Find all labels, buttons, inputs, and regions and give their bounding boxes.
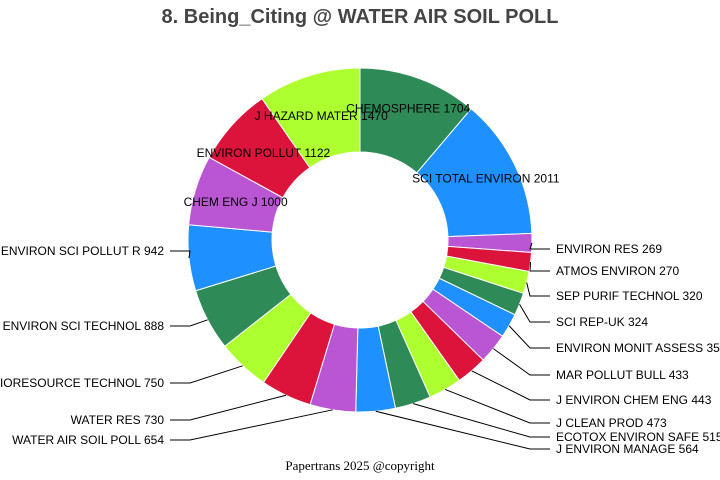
leader-line: [170, 250, 191, 259]
leader-line: [471, 370, 550, 401]
slice-label: J CLEAN PROD 473: [556, 416, 667, 430]
leader-line: [170, 365, 243, 384]
leader-line: [170, 394, 287, 421]
leader-line: [493, 348, 550, 376]
slice-label: ENVIRON MONIT ASSESS 350: [556, 341, 720, 355]
slice-label: ENVIRON SCI TECHNOL 888: [3, 319, 165, 333]
slice-label: SCI TOTAL ENVIRON 2011: [412, 172, 560, 186]
leader-line: [519, 303, 550, 323]
slice-label: MAR POLLUT BULL 433: [556, 368, 689, 382]
chart-title: 8. Being_Citing @ WATER AIR SOIL POLL: [161, 6, 559, 28]
slice-j-hazard-mater[interactable]: [261, 67, 361, 169]
slice-label: J ENVIRON CHEM ENG 443: [556, 393, 712, 407]
leader-line: [413, 403, 550, 438]
leader-line: [529, 242, 550, 250]
leader-line: [375, 410, 550, 450]
leader-line: [526, 282, 550, 297]
leader-line: [170, 319, 208, 327]
leader-line: [170, 409, 333, 441]
copyright-footer: Papertrans 2025 @copyright: [285, 458, 435, 473]
slice-label: ECOTOX ENVIRON SAFE 515: [556, 430, 720, 444]
slice-label: WATER RES 730: [71, 413, 165, 427]
slice-label: ENVIRON POLLUT 1122: [197, 146, 331, 160]
slice-label: J ENVIRON MANAGE 564: [556, 442, 699, 456]
leader-line: [529, 261, 550, 272]
slice-label: ENVIRON RES 269: [556, 242, 662, 256]
slice-label: J HAZARD MATER 1470: [255, 109, 388, 123]
slice-label: WATER AIR SOIL POLL 654: [12, 433, 164, 447]
slice-label: CHEMOSPHERE 1704: [346, 102, 470, 116]
slice-label: SCI REP-UK 324: [556, 315, 648, 329]
leader-line: [508, 325, 550, 349]
slice-label: ATMOS ENVIRON 270: [556, 264, 679, 278]
slice-label: BIORESOURCE TECHNOL 750: [0, 376, 164, 390]
slice-label: SEP PURIF TECHNOL 320: [556, 289, 703, 303]
slice-label: ENVIRON SCI POLLUT R 942: [1, 244, 164, 258]
slice-label: CHEM ENG J 1000: [184, 195, 288, 209]
leader-line: [444, 388, 550, 424]
